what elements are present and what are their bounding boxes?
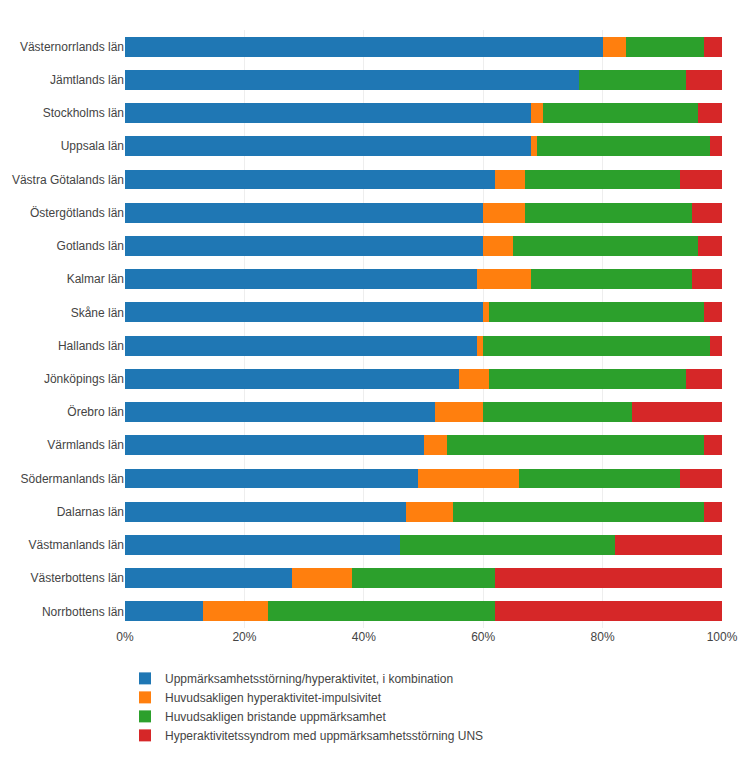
- svg-text:40%: 40%: [352, 630, 376, 644]
- svg-text:Jönköpings län: Jönköpings län: [44, 372, 124, 386]
- svg-text:Kalmar län: Kalmar län: [67, 272, 124, 286]
- svg-text:Huvudsakligen hyperaktivitet-i: Huvudsakligen hyperaktivitet-impulsivite…: [165, 691, 382, 705]
- svg-text:Västernorrlands län: Västernorrlands län: [20, 40, 124, 54]
- svg-text:Huvudsakligen bristande uppmär: Huvudsakligen bristande uppmärksamhet: [165, 710, 386, 724]
- svg-text:80%: 80%: [591, 630, 615, 644]
- svg-text:Uppsala län: Uppsala län: [61, 139, 124, 153]
- svg-text:Västra Götalands län: Västra Götalands län: [12, 173, 124, 187]
- svg-text:Hallands län: Hallands län: [58, 339, 124, 353]
- svg-text:100%: 100%: [707, 630, 738, 644]
- svg-text:Skåne län: Skåne län: [71, 306, 124, 320]
- svg-text:0%: 0%: [116, 630, 134, 644]
- svg-text:Södermanlands län: Södermanlands län: [21, 472, 124, 486]
- svg-text:Värmlands län: Värmlands län: [47, 438, 124, 452]
- svg-text:Uppmärksamhetsstörning/hyperak: Uppmärksamhetsstörning/hyperaktivitet, i…: [165, 672, 453, 686]
- svg-text:20%: 20%: [232, 630, 256, 644]
- svg-text:Dalarnas län: Dalarnas län: [57, 505, 124, 519]
- svg-text:Västerbottens län: Västerbottens län: [31, 571, 124, 585]
- svg-text:Gotlands län: Gotlands län: [57, 239, 124, 253]
- svg-text:Jämtlands län: Jämtlands län: [50, 73, 124, 87]
- svg-text:60%: 60%: [471, 630, 495, 644]
- svg-text:Stockholms län: Stockholms län: [43, 106, 124, 120]
- svg-text:Örebro län: Örebro län: [67, 405, 124, 419]
- svg-text:Norrbottens län: Norrbottens län: [42, 605, 124, 619]
- svg-text:Östergötlands län: Östergötlands län: [30, 206, 124, 220]
- svg-text:Västmanlands län: Västmanlands län: [29, 538, 124, 552]
- svg-text:Hyperaktivitetssyndrom med upp: Hyperaktivitetssyndrom med uppmärksamhet…: [165, 729, 483, 743]
